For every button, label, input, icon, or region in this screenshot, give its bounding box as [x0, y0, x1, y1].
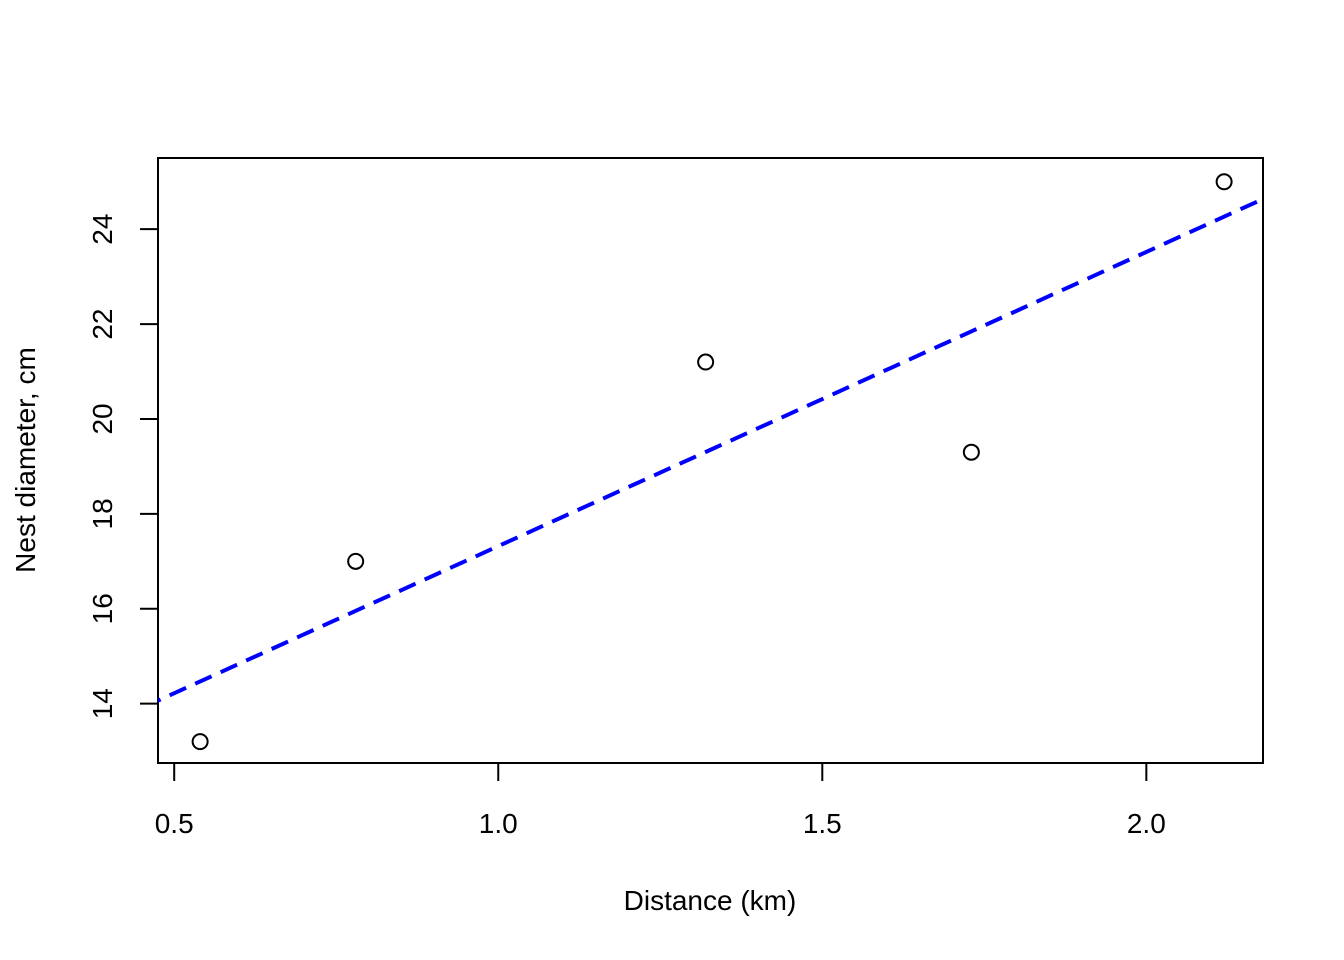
x-tick-label: 0.5	[155, 808, 194, 839]
y-axis-title: Nest diameter, cm	[10, 347, 41, 573]
data-point	[347, 552, 365, 570]
x-axis-title: Distance (km)	[624, 885, 797, 916]
plot-frame	[157, 157, 1264, 764]
x-tick-label: 1.5	[803, 808, 842, 839]
x-tick-label: 2.0	[1127, 808, 1166, 839]
y-tick-label: 14	[87, 688, 118, 719]
y-axis: 14 16 18 20 22 24	[87, 214, 159, 719]
regression-line-group	[158, 196, 1263, 703]
regression-line	[158, 196, 1263, 703]
data-points	[191, 173, 1233, 751]
y-tick-label: 20	[87, 403, 118, 434]
y-tick-label: 24	[87, 214, 118, 245]
y-tick-label: 18	[87, 498, 118, 529]
data-point	[191, 733, 209, 751]
data-point	[962, 443, 980, 461]
y-tick-label: 22	[87, 309, 118, 340]
data-point	[1215, 173, 1233, 191]
y-tick-label: 16	[87, 593, 118, 624]
data-point	[697, 353, 715, 371]
x-axis: 0.5 1.0 1.5 2.0	[155, 762, 1166, 839]
x-tick-label: 1.0	[479, 808, 518, 839]
